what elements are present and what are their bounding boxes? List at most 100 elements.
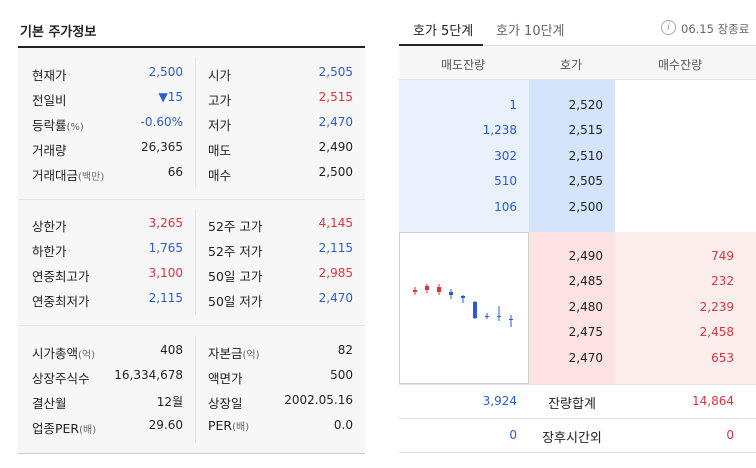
candle-7	[485, 313, 489, 319]
info-value: 12월	[156, 395, 183, 409]
panel-title: 기본 주가정보	[20, 25, 97, 40]
info-icon[interactable]: i	[661, 20, 676, 35]
bid-qty: 2,239	[699, 299, 734, 314]
info-label: 전일비	[32, 93, 67, 108]
ask-qty: 302	[494, 148, 517, 163]
market-close-status: 06.15 장종료	[681, 22, 750, 36]
summary-bid-total: 0	[726, 428, 734, 442]
info-row: 전일비 ▼15 고가 2,515	[18, 85, 365, 110]
candle-5	[461, 295, 465, 303]
info-row: 등락률(%) -0.60% 저가 2,470	[18, 110, 365, 135]
summary-row: 0 장후시간외 0	[399, 419, 756, 453]
info-row: 하한가 1,765 52주 저가 2,115	[18, 236, 365, 261]
ask-price: 2,510	[568, 148, 603, 163]
ask-qty: 106	[494, 199, 517, 214]
ask-row[interactable]: 1 2,520	[399, 93, 756, 118]
ask-row[interactable]: 1,238 2,515	[399, 118, 756, 143]
bid-row[interactable]: 2,490 749	[399, 244, 756, 269]
info-row: 시가총액(억) 408 자본금(억) 82	[18, 338, 365, 363]
info-value: 3,265	[148, 216, 183, 230]
info-label: 등락률(%)	[32, 118, 84, 133]
info-value: 2002.05.16	[284, 393, 353, 407]
info-row: 거래대금(백만) 66 매수 2,500	[18, 160, 365, 185]
info-value: 66	[167, 165, 183, 179]
bid-price: 2,475	[568, 325, 603, 340]
info-value: ▼15	[158, 90, 184, 104]
info-label: 하한가	[32, 244, 67, 259]
ask-row[interactable]: 106 2,500	[399, 195, 756, 220]
info-label: 저가	[208, 118, 232, 133]
info-value: 82	[337, 343, 353, 357]
info-label: 고가	[208, 93, 232, 108]
info-row: 상한가 3,265 52주 고가 4,145	[18, 211, 365, 236]
info-row: 업종PER(배) 29.60 PER(배) 0.0	[18, 413, 365, 438]
tab-5-levels[interactable]: 호가 5단계	[413, 24, 474, 39]
tab-10-levels[interactable]: 호가 10단계	[496, 24, 565, 39]
info-label: 50일 저가	[208, 294, 263, 309]
info-value: 2,500	[148, 65, 183, 79]
info-value: 2,515	[318, 90, 353, 104]
info-value: 26,365	[141, 140, 183, 154]
bid-row[interactable]: 2,480 2,239	[399, 295, 756, 320]
company-section	[18, 326, 365, 453]
info-label: 현재가	[32, 68, 67, 83]
header-price: 호가	[560, 58, 583, 72]
info-row: 결산월 12월 상장일 2002.05.16	[18, 388, 365, 413]
orderbook-header: 매도잔량 호가 매수잔량	[399, 46, 756, 80]
info-label: 상한가	[32, 219, 67, 234]
bid-row[interactable]: 2,470 653	[399, 346, 756, 371]
ask-price: 2,520	[568, 98, 603, 112]
info-label: 연중최고가	[32, 269, 90, 284]
info-label: PER(배)	[208, 418, 250, 433]
summary-ask-total: 3,924	[482, 394, 517, 408]
info-label: 매도	[208, 143, 232, 158]
bid-qty: 749	[711, 249, 734, 263]
bid-qty-area	[615, 232, 756, 384]
info-row: 현재가 2,500 시가 2,505	[18, 60, 365, 85]
info-value: 2,500	[318, 165, 353, 179]
info-row: 연중최고가 3,100 50일 고가 2,985	[18, 261, 365, 286]
info-label: 액면가	[208, 371, 243, 386]
info-label: 52주 고가	[208, 219, 263, 234]
info-label: 상장일	[208, 396, 243, 411]
ask-row[interactable]: 510 2,505	[399, 169, 756, 194]
ask-qty: 510	[494, 174, 517, 189]
info-label: 52주 저가	[208, 244, 263, 259]
candle-3	[437, 284, 441, 295]
bid-price: 2,470	[568, 350, 603, 365]
info-label: 50일 고가	[208, 269, 263, 284]
info-value: 500	[330, 368, 353, 382]
info-value: 0.0	[333, 418, 353, 432]
bid-price-area	[529, 232, 615, 384]
ask-qty-area	[399, 80, 529, 232]
candle-1	[413, 287, 417, 295]
summary-label: 잔량합계	[548, 397, 596, 412]
ask-qty: 1,238	[482, 123, 517, 138]
info-value: 408	[160, 343, 183, 357]
info-value: -0.60%	[140, 115, 183, 129]
info-label: 상장주식수	[32, 371, 90, 386]
info-row: 거래량 26,365 매도 2,490	[18, 135, 365, 160]
info-label: 업종PER(배)	[32, 421, 97, 436]
info-value: 2,470	[318, 291, 353, 305]
info-label: 매수	[208, 168, 232, 183]
bid-price: 2,485	[568, 274, 603, 289]
info-value: 2,115	[148, 291, 183, 305]
ask-price: 2,505	[568, 174, 603, 189]
info-label: 거래량	[32, 143, 67, 158]
bid-qty: 2,458	[699, 325, 734, 340]
bid-row[interactable]: 2,485 232	[399, 269, 756, 294]
info-value: 16,334,678	[114, 368, 183, 382]
price-section	[18, 48, 365, 199]
info-value: 2,505	[318, 65, 353, 79]
bid-row[interactable]: 2,475 2,458	[399, 320, 756, 345]
info-value: 2,490	[318, 140, 353, 154]
ask-price: 2,515	[568, 123, 603, 138]
ask-qty: 1	[509, 98, 517, 112]
ask-row[interactable]: 302 2,510	[399, 144, 756, 169]
candle-2	[425, 284, 429, 293]
info-label: 거래대금(백만)	[32, 168, 105, 183]
candlestick-svg	[413, 284, 513, 327]
range-section	[18, 200, 365, 325]
ask-price: 2,500	[568, 199, 603, 214]
